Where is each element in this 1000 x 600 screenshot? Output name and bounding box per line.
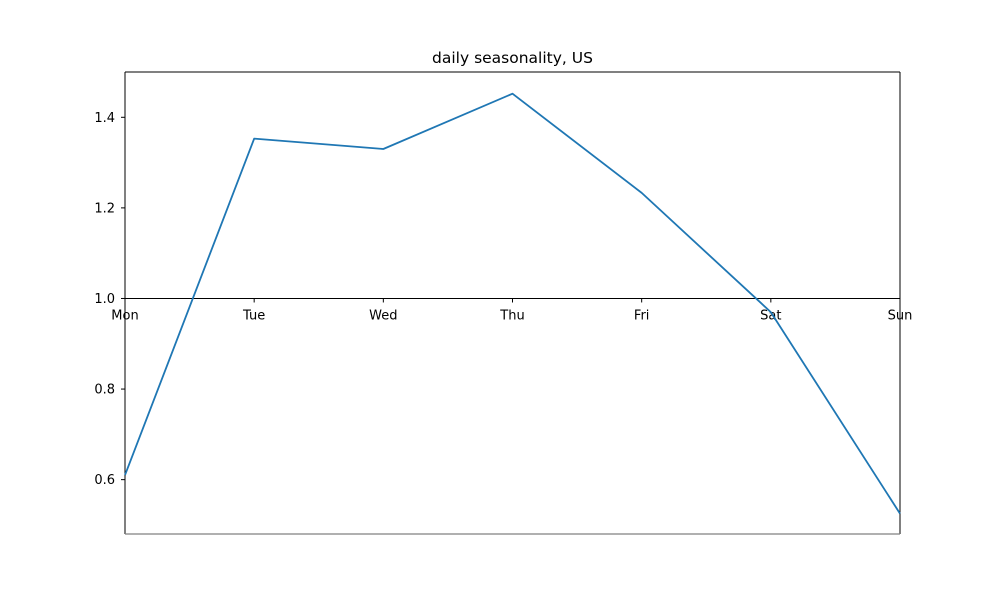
x-tick-label: Tue xyxy=(242,308,265,323)
x-tick-label: Wed xyxy=(369,308,397,323)
y-axis: 0.6 0.8 1.0 1.2 1.4 xyxy=(94,111,125,488)
x-tick-label: Sat xyxy=(760,308,781,323)
x-tick-label: Fri xyxy=(634,308,650,323)
x-tick-label: Sun xyxy=(888,308,913,323)
x-tick-label: Mon xyxy=(111,308,138,323)
y-tick-label: 0.6 xyxy=(94,473,115,488)
y-tick-label: 1.2 xyxy=(94,201,115,216)
chart-title: daily seasonality, US xyxy=(432,49,593,67)
series-line xyxy=(124,92,901,515)
plot-area: Mon Tue Wed Thu Fri Sat Sun xyxy=(111,71,913,535)
y-tick-label: 1.4 xyxy=(94,111,115,126)
y-tick-label: 0.8 xyxy=(94,383,115,398)
y-tick-label: 1.0 xyxy=(94,292,115,307)
x-tick-label: Thu xyxy=(499,308,524,323)
